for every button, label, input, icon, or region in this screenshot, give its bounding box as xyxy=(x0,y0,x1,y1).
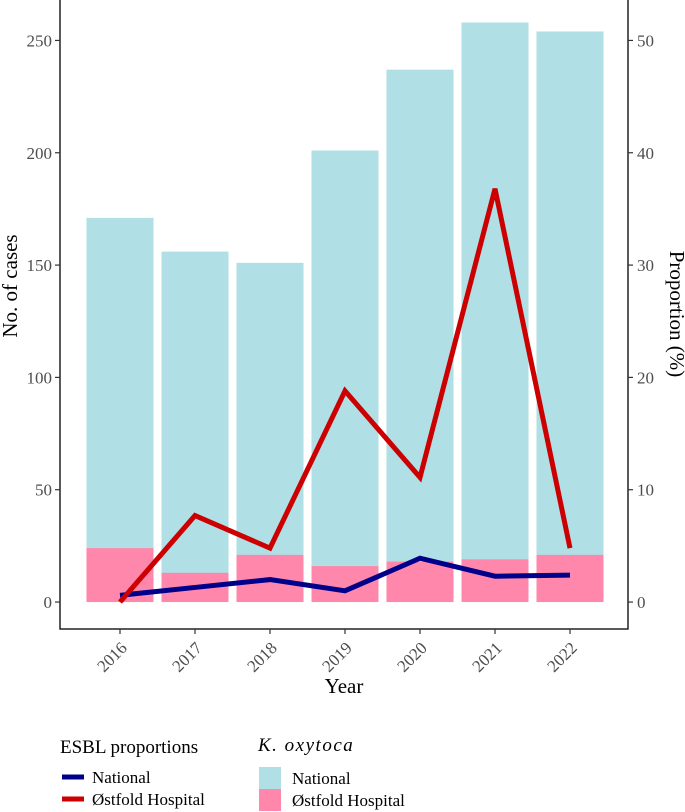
legend-ostfold-bar-label: Østfold Hospital xyxy=(292,791,405,810)
bar-national-2022 xyxy=(536,31,604,603)
bar-ostfold-2021 xyxy=(461,559,529,603)
legend-national-bar-label: National xyxy=(292,769,351,788)
y-tick-label: 100 xyxy=(27,368,53,387)
bar-national-2021 xyxy=(461,22,529,603)
x-tick-label-2021: 2021 xyxy=(468,638,505,675)
y2-axis-title: Proportion (%) xyxy=(665,251,685,378)
y2-tick-label: 30 xyxy=(637,256,654,275)
bar-national-2016 xyxy=(86,217,154,603)
x-axis-title: Year xyxy=(325,674,364,698)
legend-national-bar-key xyxy=(259,767,281,789)
legend-lines-title: ESBL proportions xyxy=(60,737,198,758)
bar-national-2019 xyxy=(311,150,379,603)
x-tick-label-2018: 2018 xyxy=(243,638,280,675)
legend-bars-title: K. oxytoca xyxy=(257,735,354,756)
x-tick-label-2016: 2016 xyxy=(93,638,130,675)
y2-tick-label: 50 xyxy=(637,31,654,50)
legend-national-line-label: National xyxy=(92,768,151,787)
y-tick-label: 250 xyxy=(27,31,53,50)
x-tick-label-2020: 2020 xyxy=(393,638,430,675)
y-axis-title: No. of cases xyxy=(0,234,22,337)
x-tick-label-2019: 2019 xyxy=(318,638,355,675)
bar-ostfold-2019 xyxy=(311,566,379,603)
legend-ostfold-line-label: Østfold Hospital xyxy=(92,790,205,809)
panel-border xyxy=(59,0,629,630)
bar-ostfold-2022 xyxy=(536,554,604,603)
plot-area xyxy=(86,22,604,604)
legend: ESBL proportions National Østfold Hospit… xyxy=(60,735,405,811)
y-tick-label: 150 xyxy=(27,256,53,275)
y-tick-label: 0 xyxy=(44,593,53,612)
bar-national-2018 xyxy=(236,262,304,603)
y2-tick-label: 40 xyxy=(637,144,654,163)
x-tick-label-2022: 2022 xyxy=(543,638,580,675)
bar-national-2017 xyxy=(161,251,229,603)
y2-tick-label: 20 xyxy=(637,368,654,387)
legend-ostfold-bar-key xyxy=(259,789,281,811)
y-tick-label: 50 xyxy=(35,481,52,500)
y-tick-label: 200 xyxy=(27,144,53,163)
x-tick-label-2017: 2017 xyxy=(168,638,206,676)
bar-national-2020 xyxy=(386,69,454,603)
y2-tick-label: 10 xyxy=(637,481,654,500)
y2-tick-label: 0 xyxy=(637,593,646,612)
